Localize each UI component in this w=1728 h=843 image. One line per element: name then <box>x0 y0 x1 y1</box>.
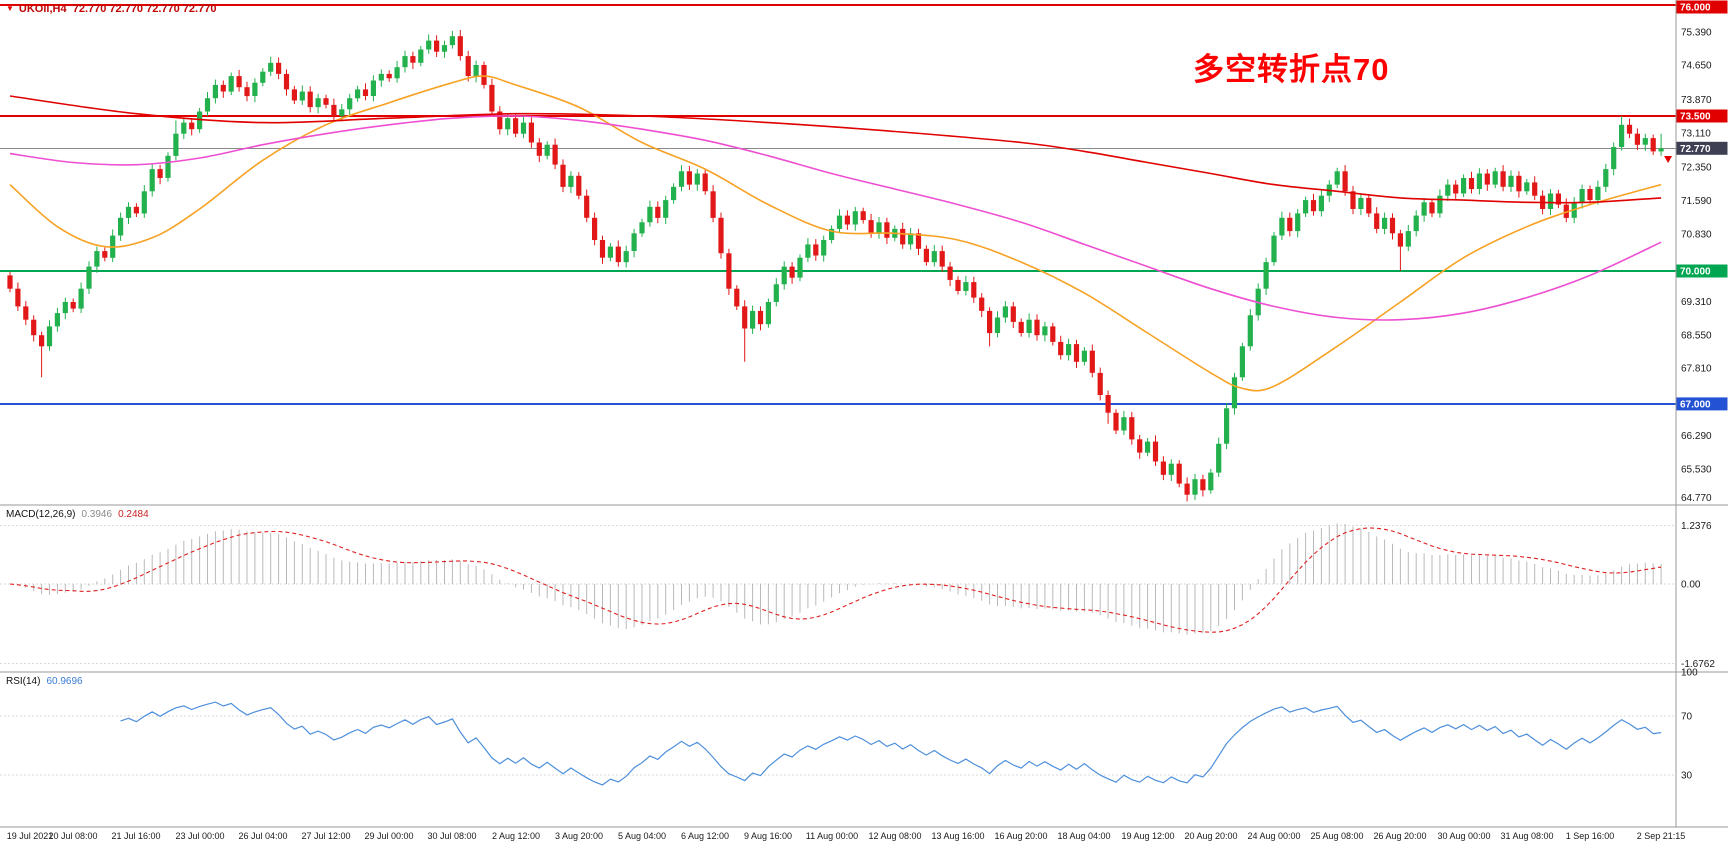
macd-tick-label: -1.6762 <box>1681 659 1715 670</box>
price-tick-label: 69.310 <box>1681 297 1712 308</box>
price-badge-label: 72.770 <box>1680 144 1711 155</box>
horizontal-level-lines[interactable] <box>0 4 1676 405</box>
candlesticks[interactable] <box>7 30 1664 502</box>
macd-signal-line <box>9 527 1662 633</box>
time-label: 20 Aug 20:00 <box>1184 831 1237 841</box>
macd-axis[interactable]: 1.2376 0.00 -1.6762 <box>1681 521 1715 670</box>
time-label: 16 Aug 20:00 <box>994 831 1047 841</box>
price-tick-label: 74.650 <box>1681 61 1712 72</box>
time-label: 21 Jul 16:00 <box>111 831 160 841</box>
annotation-text[interactable]: 多空转折点70 <box>1193 52 1390 87</box>
symbol-marker-icon: ▼ <box>6 4 14 13</box>
price-tick-label: 66.290 <box>1681 431 1712 442</box>
rsi-indicator-label: RSI(14) 60.9696 <box>6 676 83 687</box>
rsi-title: RSI(14) <box>6 676 41 687</box>
time-label: 13 Aug 16:00 <box>931 831 984 841</box>
rsi-tick-label: 30 <box>1681 771 1693 782</box>
symbol-ohlc-label: ▼ UKOil,H4 72.770 72.770 72.770 72.770 <box>6 3 216 15</box>
time-label: 6 Aug 12:00 <box>681 831 729 841</box>
latest-price-arrow-icon <box>1664 156 1673 163</box>
rsi-panel[interactable] <box>0 701 1676 786</box>
rsi-tick-label: 70 <box>1681 712 1693 723</box>
macd-title: MACD(12,26,9) <box>6 509 76 520</box>
fast-ma-orange[interactable] <box>9 75 1662 392</box>
macd-signal-value: 0.2484 <box>118 509 149 520</box>
symbol-ohlc-text: UKOil,H4 72.770 72.770 72.770 72.770 <box>18 3 217 15</box>
slow-ma-red[interactable] <box>9 95 1662 204</box>
macd-indicator-label: MACD(12,26,9) 0.3946 0.2484 <box>6 509 149 520</box>
time-label: 18 Aug 04:00 <box>1057 831 1110 841</box>
time-label: 12 Aug 08:00 <box>868 831 921 841</box>
price-badge-72.770 <box>1676 141 1728 155</box>
price-badge-label: 70.000 <box>1680 267 1711 278</box>
time-label: 27 Jul 12:00 <box>301 831 350 841</box>
price-axis[interactable]: 75.390 74.650 73.870 73.110 72.350 71.590 70.8… <box>1676 0 1728 505</box>
price-badge-67.000 <box>1676 397 1728 411</box>
time-label: 19 Aug 12:00 <box>1121 831 1174 841</box>
price-tick-label: 75.390 <box>1681 28 1712 39</box>
price-badge-73.500 <box>1676 109 1728 123</box>
time-label: 31 Aug 08:00 <box>1500 831 1553 841</box>
time-label: 1 Sep 16:00 <box>1566 831 1615 841</box>
time-label: 24 Aug 00:00 <box>1247 831 1300 841</box>
price-badge-70.000 <box>1676 264 1728 278</box>
time-label: 25 Aug 08:00 <box>1310 831 1363 841</box>
macd-tick-label: 0.00 <box>1681 580 1701 591</box>
macd-histogram <box>17 523 1662 635</box>
time-label: 11 Aug 00:00 <box>806 831 858 841</box>
price-tick-label: 73.110 <box>1681 129 1711 140</box>
time-label: 5 Aug 04:00 <box>618 831 666 841</box>
price-badge-label: 73.500 <box>1680 112 1711 123</box>
rsi-value: 60.9696 <box>46 676 83 687</box>
time-label: 9 Aug 16:00 <box>744 831 792 841</box>
time-label: 19 Jul 2021 <box>7 831 54 841</box>
rsi-tick-label: 100 <box>1681 667 1698 678</box>
time-label: 2 Sep 21:15 <box>1637 831 1686 841</box>
price-tick-label: 64.770 <box>1681 493 1712 504</box>
time-label: 20 Jul 08:00 <box>48 831 97 841</box>
macd-main-value: 0.3946 <box>81 509 113 520</box>
price-tick-label: 65.530 <box>1681 465 1712 476</box>
price-badge-label: 67.000 <box>1680 399 1711 410</box>
price-badge-label: 76.000 <box>1680 3 1711 14</box>
price-tick-label: 68.550 <box>1681 331 1712 342</box>
price-tick-label: 72.350 <box>1681 162 1712 173</box>
time-label: 30 Aug 00:00 <box>1437 831 1490 841</box>
time-label: 29 Jul 00:00 <box>364 831 413 841</box>
price-tick-label: 73.870 <box>1681 95 1712 106</box>
rsi-axis[interactable]: 100 70 30 <box>1681 667 1698 781</box>
time-label: 2 Aug 12:00 <box>492 831 540 841</box>
price-tick-label: 70.830 <box>1681 230 1712 241</box>
time-label: 23 Jul 00:00 <box>175 831 224 841</box>
macd-tick-label: 1.2376 <box>1681 521 1712 532</box>
price-badge-76.000 <box>1676 0 1728 14</box>
price-axis-background <box>1676 0 1728 843</box>
time-label: 30 Jul 08:00 <box>427 831 476 841</box>
price-tick-label: 67.810 <box>1681 364 1712 375</box>
rsi-line <box>120 701 1662 786</box>
time-label: 26 Jul 04:00 <box>238 831 287 841</box>
price-tick-label: 71.590 <box>1681 196 1712 207</box>
time-label: 26 Aug 20:00 <box>1373 831 1426 841</box>
time-label: 3 Aug 20:00 <box>555 831 603 841</box>
macd-panel[interactable] <box>0 523 1676 664</box>
mid-ma-magenta[interactable] <box>9 115 1662 321</box>
